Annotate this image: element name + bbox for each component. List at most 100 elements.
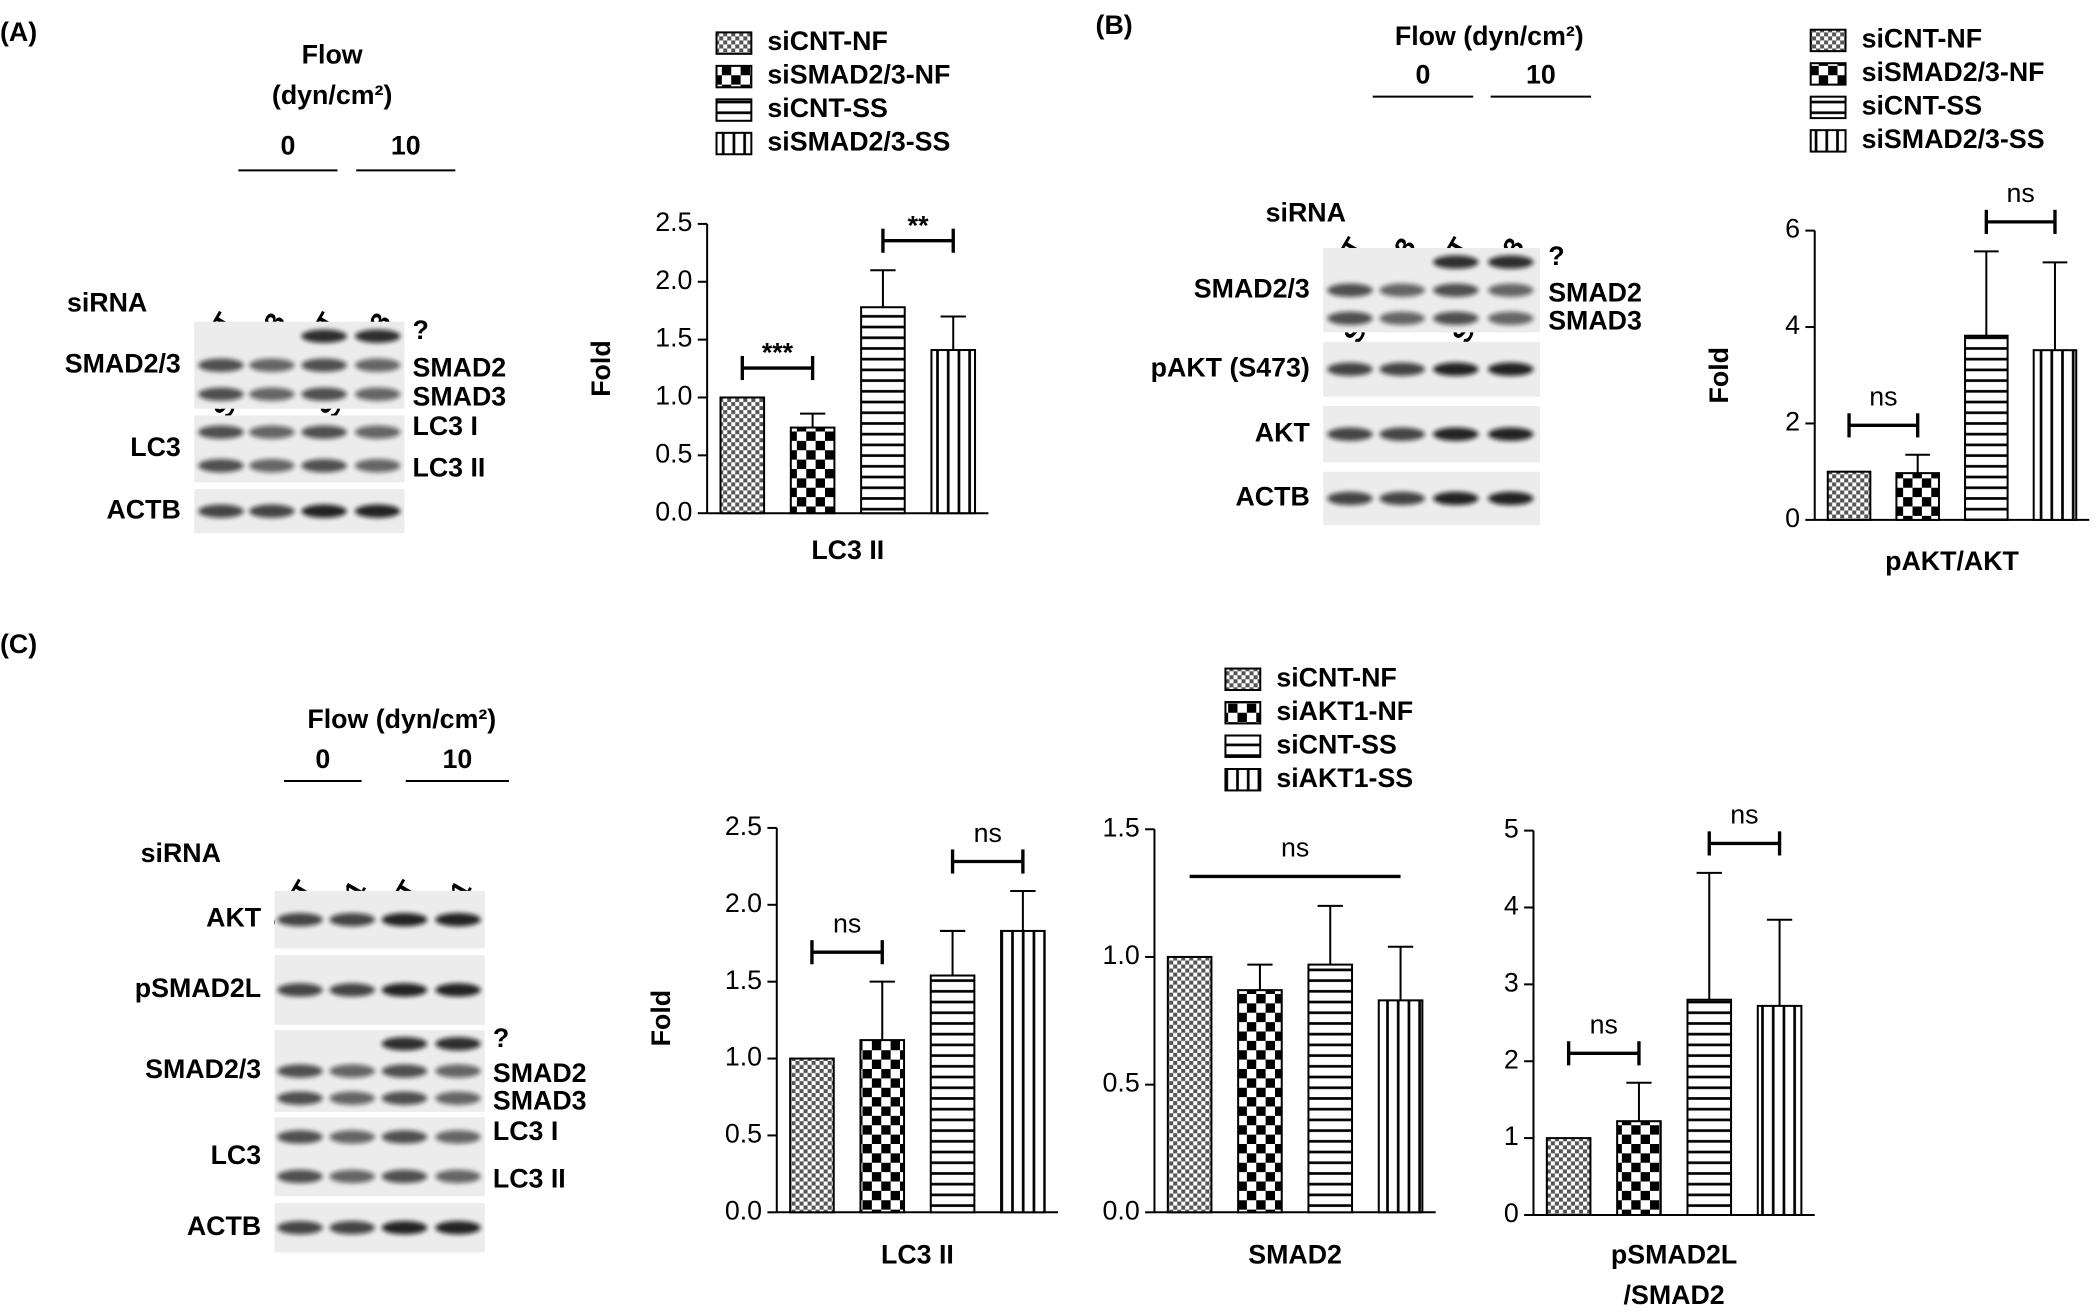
sig-label: ***	[762, 338, 794, 368]
band	[1379, 427, 1425, 441]
y-tick-label: 1.0	[725, 1042, 762, 1072]
bar	[1237, 989, 1283, 1214]
legend-label: siAKT1-SS	[1276, 763, 1413, 793]
band	[277, 1169, 323, 1184]
band	[435, 912, 481, 927]
sig-label: ns	[833, 909, 861, 939]
y-tick-label: 0.0	[725, 1195, 762, 1225]
legend-swatch	[1224, 767, 1262, 792]
band-label: SMAD3	[493, 1085, 587, 1115]
y-tick-label: 0.5	[725, 1119, 762, 1149]
legend-label: siSMAD2/3-NF	[1862, 57, 2045, 87]
band-label: SMAD3	[413, 381, 507, 411]
band	[435, 1130, 481, 1144]
band	[249, 387, 295, 401]
band	[435, 1064, 481, 1078]
y-tick-label: 0	[1785, 503, 1800, 533]
band	[435, 1037, 481, 1051]
band	[435, 1169, 481, 1184]
row-label: pSMAD2L	[135, 973, 261, 1003]
band	[435, 1221, 481, 1235]
band	[1433, 283, 1479, 297]
y-tick-label: 2.5	[725, 811, 762, 841]
sirna-label: siRNA	[1266, 198, 1346, 228]
y-tick-label: 5	[1504, 814, 1519, 844]
band-label: SMAD2	[493, 1058, 587, 1088]
legend-swatch	[1809, 62, 1847, 86]
flow-label: Flow	[302, 40, 363, 70]
bar	[1826, 470, 1872, 521]
band-label: LC3 I	[413, 411, 478, 441]
legend-label: siCNT-NF	[1276, 662, 1396, 692]
band-label: LC3 I	[493, 1116, 558, 1146]
x-category-label: SMAD2	[1248, 1240, 1342, 1270]
band	[301, 504, 347, 518]
band	[381, 1064, 428, 1078]
x-category-label: /SMAD2	[1624, 1280, 1725, 1310]
band	[1433, 311, 1479, 326]
bar	[1964, 334, 2009, 521]
bar	[1166, 955, 1213, 1214]
band-label: ?	[1548, 241, 1564, 271]
band	[198, 387, 244, 401]
band-label: ?	[493, 1023, 509, 1053]
band	[1379, 491, 1425, 506]
band	[381, 983, 428, 997]
band	[381, 1169, 428, 1184]
band	[354, 358, 401, 372]
x-category-label: LC3 II	[881, 1240, 954, 1270]
y-tick-label: 2	[1785, 407, 1800, 437]
group-label: 0	[281, 131, 296, 161]
band	[354, 329, 401, 343]
band	[301, 329, 347, 343]
band-label: LC3 II	[413, 453, 486, 483]
band	[301, 358, 347, 372]
bar	[1686, 998, 1733, 1216]
y-tick-label: 6	[1785, 214, 1800, 244]
legend-swatch	[1224, 734, 1262, 758]
band	[381, 1130, 428, 1144]
band	[1327, 311, 1373, 326]
band	[329, 1130, 375, 1144]
legend-label: siSMAD2/3-SS	[1862, 124, 2045, 154]
y-axis-label: Fold	[1704, 347, 1734, 404]
band	[329, 1169, 375, 1184]
x-category-label: pSMAD2L	[1611, 1240, 1737, 1270]
legend-swatch	[1809, 95, 1847, 120]
band	[329, 983, 375, 997]
bar	[859, 1039, 906, 1214]
band	[1487, 311, 1534, 326]
legend-swatch	[1809, 129, 1847, 153]
flow-label: Flow (dyn/cm²)	[1395, 21, 1584, 51]
y-tick-label: 4	[1785, 310, 1800, 340]
legend-swatch	[715, 64, 753, 89]
band	[1327, 283, 1373, 297]
y-tick-label: 0.0	[1103, 1195, 1140, 1225]
band	[198, 458, 244, 473]
band	[329, 1221, 375, 1235]
row-label: AKT	[206, 903, 262, 933]
y-axis-label: Fold	[586, 340, 616, 397]
y-tick-label: 4	[1504, 891, 1519, 921]
y-tick-label: 2	[1504, 1044, 1519, 1074]
row-label: SMAD2/3	[1194, 273, 1310, 303]
band	[329, 912, 375, 927]
legend-swatch	[1809, 28, 1847, 53]
band-label: SMAD3	[1548, 305, 1642, 335]
bar	[789, 1057, 835, 1214]
panel-label: (C)	[0, 629, 37, 659]
y-tick-label: 3	[1504, 967, 1519, 997]
y-tick-label: 1.0	[1103, 940, 1140, 970]
x-category-label: LC3 II	[811, 535, 884, 565]
band	[329, 1091, 375, 1105]
sig-label: ns	[1590, 1010, 1618, 1040]
band	[354, 458, 401, 473]
group-label: 0	[1416, 60, 1431, 90]
band	[1433, 427, 1479, 441]
sig-label: ns	[1869, 382, 1897, 412]
y-tick-label: 1.5	[1103, 812, 1140, 842]
legend-swatch	[715, 98, 753, 122]
sig-label: ns	[2007, 178, 2035, 208]
band	[354, 504, 401, 518]
group-label: 10	[442, 744, 472, 774]
